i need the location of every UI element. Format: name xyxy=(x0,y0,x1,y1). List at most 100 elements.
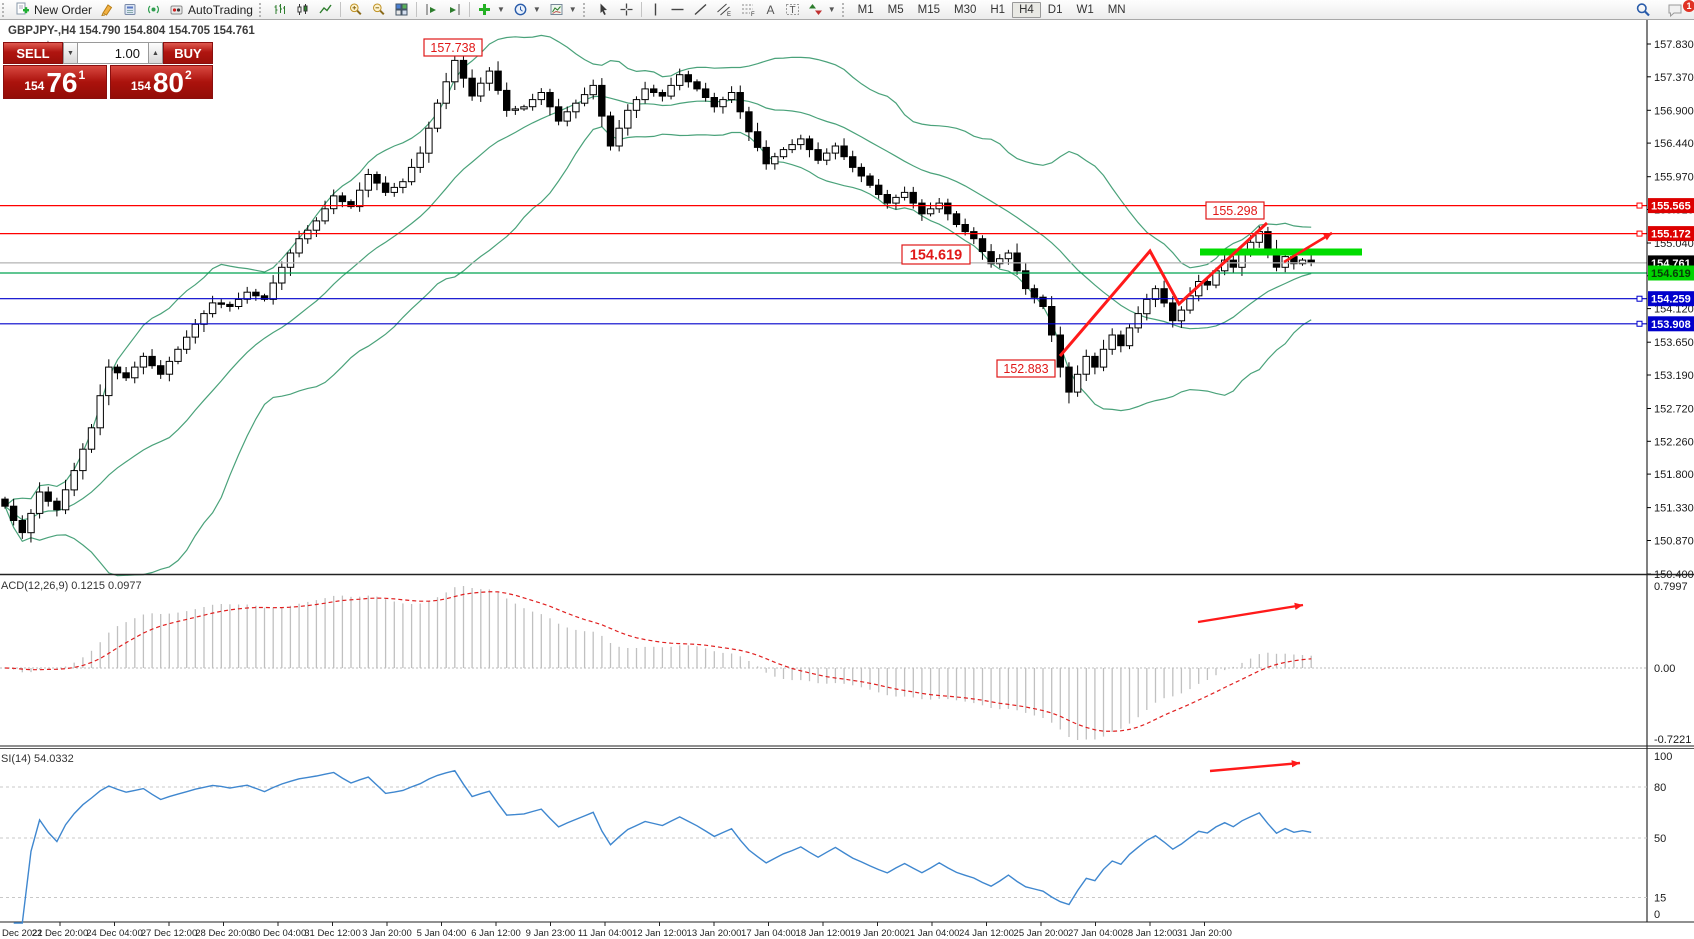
rsi-label: SI(14) 54.0332 xyxy=(1,753,74,765)
bar-chart-button[interactable] xyxy=(268,1,291,19)
toolbar-grip[interactable] xyxy=(258,2,266,17)
horizontal-line-icon xyxy=(671,8,684,11)
tile-windows-button[interactable] xyxy=(390,1,413,19)
toolbar-grip[interactable] xyxy=(582,2,590,17)
time-tick-label: 28 Jan 12:00 xyxy=(1123,928,1178,939)
buy-button[interactable]: BUY xyxy=(163,42,213,64)
volume-decrease-button[interactable]: ▼ xyxy=(63,42,78,64)
toolbar-grip[interactable] xyxy=(841,2,849,17)
timeframe-w1[interactable]: W1 xyxy=(1076,3,1094,16)
price-annotation[interactable]: 152.883 xyxy=(996,359,1056,378)
arrows-icon xyxy=(808,4,822,15)
price-annotation[interactable]: 157.738 xyxy=(423,38,483,57)
cursor-button[interactable] xyxy=(592,1,615,19)
horizontal-line-button[interactable] xyxy=(666,1,689,19)
dropdown-caret: ▼ xyxy=(827,5,836,14)
cursor-icon xyxy=(600,3,607,15)
price-tick-label: 157.370 xyxy=(1654,72,1694,84)
fibonacci-button[interactable]: F xyxy=(736,1,760,19)
crosshair-button[interactable] xyxy=(615,1,638,19)
periods-button[interactable]: ▼ xyxy=(509,1,545,19)
line-chart-icon xyxy=(319,4,332,14)
new-order-icon xyxy=(16,2,29,15)
price-tick-label: 152.720 xyxy=(1654,404,1694,416)
price-tick-label: 155.970 xyxy=(1654,172,1694,184)
timeframe-mn[interactable]: MN xyxy=(1107,3,1126,16)
periods-icon xyxy=(514,3,527,16)
timeframe-h4[interactable]: H4 xyxy=(1012,1,1041,18)
time-tick-label: 24 Dec 04:00 xyxy=(86,928,143,939)
auto-scroll-icon xyxy=(426,4,436,15)
equidistant-channel-button[interactable]: E xyxy=(712,1,736,19)
text-button[interactable]: A xyxy=(760,1,781,19)
trend-arrow-drawing[interactable] xyxy=(1283,231,1333,264)
svg-text:100: 100 xyxy=(1654,751,1672,763)
price-tick-label: 153.650 xyxy=(1654,337,1694,349)
dropdown-caret: ▼ xyxy=(568,5,577,14)
indicators-button[interactable]: ▼ xyxy=(473,1,509,19)
price-annotation[interactable]: 155.298 xyxy=(1205,201,1265,220)
trendline-button[interactable] xyxy=(689,1,712,19)
price-annotation[interactable]: 154.619 xyxy=(901,244,971,265)
timeframe-h1[interactable]: H1 xyxy=(990,3,1006,16)
volume-increase-button[interactable]: ▲ xyxy=(148,42,163,64)
timeframe-m15[interactable]: M15 xyxy=(917,3,940,16)
price-line-label: 154.259 xyxy=(1648,291,1694,307)
svg-text:154.619: 154.619 xyxy=(910,248,962,264)
price-tick-label: 153.190 xyxy=(1654,370,1694,382)
volume-input[interactable] xyxy=(78,42,148,64)
new-order-button[interactable]: New Order xyxy=(11,1,96,19)
candlestick-chart-icon xyxy=(297,4,308,15)
news-button[interactable] xyxy=(119,1,142,19)
highlighter-button[interactable] xyxy=(96,1,119,19)
green-band-drawing[interactable] xyxy=(1200,248,1362,256)
timeframe-m30[interactable]: M30 xyxy=(953,3,977,16)
search-button[interactable] xyxy=(1631,1,1655,19)
sell-button[interactable]: SELL xyxy=(3,42,63,64)
time-tick-label: 6 Jan 12:00 xyxy=(471,928,521,939)
chart-shift-button[interactable] xyxy=(443,1,466,19)
templates-button[interactable]: ▼ xyxy=(545,1,581,19)
signals-button[interactable] xyxy=(142,1,165,19)
hline-handle[interactable] xyxy=(1636,295,1643,302)
auto-scroll-button[interactable] xyxy=(420,1,443,19)
signals-icon xyxy=(148,5,159,14)
buy-price-sup: 2 xyxy=(185,68,192,82)
macd-panel: ACD(12,26,9) 0.1215 0.0977 0.7997 0.00 -0.7… xyxy=(0,580,1691,746)
autotrading-button[interactable]: AutoTrading xyxy=(165,1,257,19)
autotrading-icon xyxy=(170,5,183,15)
vertical-line-button[interactable] xyxy=(645,1,666,19)
arrows-button[interactable]: ▼ xyxy=(804,1,840,19)
sell-price-display[interactable]: 154 76 1 xyxy=(3,65,107,99)
text-label-button[interactable]: T xyxy=(781,1,804,19)
zigzag-drawing[interactable] xyxy=(1058,221,1269,357)
svg-text:0.00: 0.00 xyxy=(1654,663,1675,675)
hline-handle[interactable] xyxy=(1636,320,1643,327)
rsi-panel: SI(14) 54.0332 100 80 50 15 0 xyxy=(0,751,1672,924)
zoom-in-button[interactable] xyxy=(344,1,367,19)
timeframe-m1[interactable]: M1 xyxy=(857,3,874,16)
price-line-label: 153.908 xyxy=(1648,316,1694,332)
timeframe-d1[interactable]: D1 xyxy=(1047,3,1063,16)
svg-text:50: 50 xyxy=(1654,833,1666,845)
chart-shift-icon xyxy=(449,4,460,15)
macd-arrow-drawing[interactable] xyxy=(1197,602,1304,624)
news-icon xyxy=(124,4,136,15)
buy-price-display[interactable]: 154 80 2 xyxy=(109,65,213,99)
svg-text:0.7997: 0.7997 xyxy=(1654,581,1688,593)
toolbar-grip[interactable] xyxy=(2,2,9,17)
bollinger-lower-line xyxy=(4,126,1312,577)
hline-handle[interactable] xyxy=(1636,202,1643,209)
chat-button[interactable]: 1 xyxy=(1663,0,1694,19)
hline-handle[interactable] xyxy=(1636,230,1643,237)
timeframe-m5[interactable]: M5 xyxy=(887,3,904,16)
line-chart-button[interactable] xyxy=(314,1,337,19)
zoom-out-button[interactable] xyxy=(367,1,390,19)
svg-text:T: T xyxy=(789,5,795,16)
rsi-arrow-drawing[interactable] xyxy=(1209,760,1301,773)
price-tick-label: 157.830 xyxy=(1654,39,1694,51)
candlestick-chart-button[interactable] xyxy=(291,1,314,19)
